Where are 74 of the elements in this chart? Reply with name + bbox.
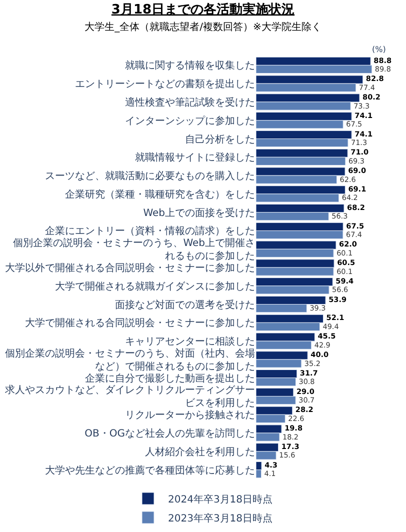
data-label: 42.9 bbox=[314, 340, 331, 350]
y-tick-label: 人材紹介会社を利用した bbox=[145, 446, 255, 458]
y-tick-label: リクルーターから接触された bbox=[125, 409, 255, 422]
data-label: 4.1 bbox=[264, 469, 276, 478]
y-tick-label: 就職に関する情報を収集した bbox=[125, 60, 255, 72]
legend-label: 2023年卒3月18日時点 bbox=[168, 512, 273, 524]
y-tick-label: 就職情報サイトに登録した bbox=[135, 152, 255, 164]
data-label: 67.4 bbox=[346, 230, 362, 240]
y-tick-label: 自己分析をした bbox=[185, 133, 255, 146]
data-label: 60.1 bbox=[336, 266, 353, 276]
data-label: 89.8 bbox=[374, 64, 392, 74]
data-label: 49.4 bbox=[322, 322, 340, 331]
y-tick-label: 面接など対面での選考を受けた bbox=[115, 298, 255, 311]
data-label: 64.2 bbox=[342, 193, 358, 202]
data-label: 15.6 bbox=[279, 450, 296, 460]
data-label: 60.1 bbox=[336, 248, 353, 258]
y-tick-label: 個別企業の説明会・セミナーのうち、対面（社内、会場など）で開催されるものに参加した bbox=[5, 347, 255, 372]
data-label: 45.5 bbox=[318, 332, 336, 341]
data-label: 71.3 bbox=[351, 138, 368, 148]
data-label: 68.2 bbox=[347, 202, 366, 212]
y-tick-label: スーツなど、就職活動に必要なものを購入した bbox=[45, 170, 255, 182]
data-label: 31.7 bbox=[300, 368, 318, 378]
y-tick-label: 大学で開催される合同説明会・セミナーに参加した bbox=[25, 317, 255, 330]
data-label: 59.4 bbox=[336, 276, 354, 286]
data-label: 69.0 bbox=[348, 166, 366, 176]
data-label: 56.3 bbox=[332, 212, 348, 221]
data-label: 69.1 bbox=[348, 184, 366, 194]
text: (%) bbox=[372, 45, 386, 54]
data-label: 28.2 bbox=[295, 405, 314, 414]
data-label: 39.3 bbox=[310, 304, 326, 313]
data-label: 52.1 bbox=[326, 313, 344, 322]
data-label: 40.0 bbox=[310, 350, 329, 360]
data-label: 19.8 bbox=[284, 424, 303, 433]
data-label: 82.8 bbox=[366, 74, 384, 84]
data-label: 71.0 bbox=[350, 148, 369, 157]
chart-subtitle: 大学生_全体（就職志望者/複数回答）※大学院生除く bbox=[84, 21, 322, 34]
y-tick-label: Web上での面接を受けた bbox=[143, 206, 255, 219]
data-label: 73.3 bbox=[354, 101, 370, 110]
y-tick-label: 企業研究（業種・職種研究を含む）をした bbox=[65, 188, 255, 200]
y-tick-label: 個別企業の説明会・セミナーのうち、Web上で開催されるものに参加した bbox=[13, 237, 255, 262]
data-label: 67.5 bbox=[346, 221, 364, 230]
data-label: 56.6 bbox=[332, 285, 348, 294]
y-tick-label: 大学や先生などの推薦で各種団体等に応募した bbox=[45, 464, 255, 476]
data-label: 69.3 bbox=[348, 156, 364, 166]
legend-label: 2024年卒3月18日時点 bbox=[168, 493, 273, 506]
data-label: 17.3 bbox=[281, 442, 300, 451]
data-label: 62.6 bbox=[340, 174, 356, 184]
y-tick-label: キャリアセンターに相談した bbox=[125, 336, 255, 348]
y-tick-label: 企業にエントリー（資料・情報の請求）をした bbox=[45, 225, 255, 238]
data-label: 29.0 bbox=[296, 386, 314, 396]
y-tick-label: 大学で開催される就職ガイダンスに参加した bbox=[55, 280, 255, 292]
data-label: 53.9 bbox=[328, 294, 347, 304]
data-label: 74.1 bbox=[354, 110, 373, 120]
data-label: 74.1 bbox=[354, 129, 373, 138]
y-tick-label: 大学以外で開催される合同説明会・セミナーに参加した bbox=[5, 262, 255, 274]
data-label: 62.0 bbox=[339, 240, 357, 249]
data-label: 88.8 bbox=[374, 56, 392, 65]
data-label: 77.4 bbox=[358, 82, 376, 92]
data-label: 67.5 bbox=[346, 120, 362, 129]
y-tick-label: OB・OGなど社会人の先輩を訪問した bbox=[84, 428, 255, 440]
data-label: 18.2 bbox=[282, 432, 299, 442]
data-label: 80.2 bbox=[362, 92, 380, 102]
y-tick-label: 企業に自分で撮影した動画を提出した bbox=[85, 372, 255, 384]
data-label: 30.8 bbox=[298, 377, 316, 386]
data-label: 60.5 bbox=[337, 258, 356, 268]
y-tick-label: 適性検査や筆記試験を受けた bbox=[125, 96, 255, 108]
data-label: 30.7 bbox=[298, 396, 315, 405]
y-tick-label: エントリーシートなどの書類を提出した bbox=[75, 78, 255, 90]
chart-title: 3月18日までの各活動実施状況 bbox=[111, 1, 295, 18]
y-tick-label: インターンシップに参加した bbox=[125, 114, 255, 127]
data-label: 35.2 bbox=[304, 358, 320, 368]
data-label: 4.3 bbox=[264, 460, 278, 470]
data-label: 22.6 bbox=[288, 414, 305, 423]
y-tick-label: 求人やスカウトなど、ダイレクトリクルーティングサービスを利用した bbox=[5, 384, 255, 410]
